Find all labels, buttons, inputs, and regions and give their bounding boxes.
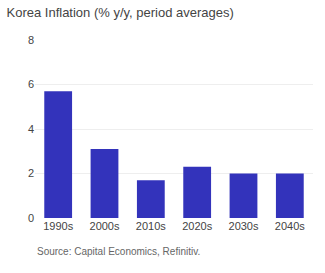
svg-text:2030s: 2030s <box>229 220 259 232</box>
svg-text:2010s: 2010s <box>136 220 166 232</box>
svg-text:2: 2 <box>28 167 34 179</box>
svg-text:1990s: 1990s <box>43 220 73 232</box>
svg-text:2020s: 2020s <box>182 220 212 232</box>
svg-text:0: 0 <box>28 212 34 224</box>
svg-text:4: 4 <box>28 123 34 135</box>
svg-text:6: 6 <box>28 78 34 90</box>
svg-text:2040s: 2040s <box>275 220 305 232</box>
svg-text:Korea Inflation (% y/y, period: Korea Inflation (% y/y, period averages) <box>7 5 234 20</box>
svg-text:8: 8 <box>28 34 34 46</box>
svg-text:2000s: 2000s <box>90 220 120 232</box>
svg-text:Source: Capital Economics, Ref: Source: Capital Economics, Refinitiv. <box>37 246 200 257</box>
